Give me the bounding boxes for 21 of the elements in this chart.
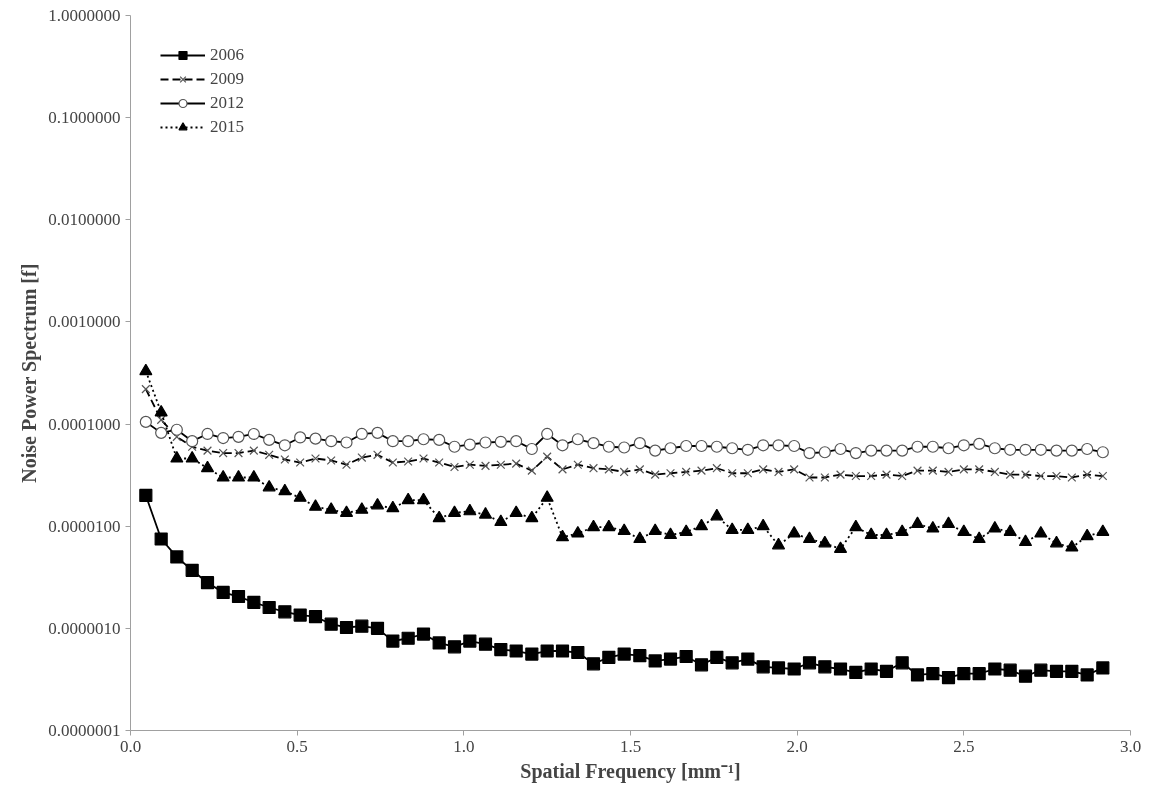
y-tick-label: 0.0100000	[48, 210, 121, 230]
y-tick-label: 0.0000100	[48, 516, 121, 536]
legend-label: 2006	[210, 45, 244, 65]
legend-label: 2012	[210, 93, 244, 113]
x-tick-label: 0.0	[119, 736, 142, 756]
x-tick-label: 1.0	[453, 736, 475, 756]
x-tick-label: 0.5	[286, 736, 308, 756]
y-tick-label: 1.0000000	[48, 6, 121, 25]
legend-label: 2015	[210, 117, 244, 137]
x-tick-label: 2.5	[953, 736, 975, 756]
x-tick-label: 3.0	[1119, 736, 1142, 756]
y-axis-title: Noise Power Spectrum [f]	[18, 263, 42, 483]
y-tick-label: 0.0010000	[48, 312, 121, 332]
x-axis-title: Spatial Frequency [mm⁻¹]	[520, 759, 741, 783]
y-tick-label: 0.0001000	[48, 414, 121, 434]
x-tick-label: 2.0	[786, 736, 808, 756]
y-tick-label: 0.0000001	[48, 721, 121, 740]
legend-label: 2009	[210, 69, 244, 89]
x-tick-label: 1.5	[619, 736, 642, 756]
y-tick-label: 0.1000000	[48, 108, 121, 128]
y-tick-label: 0.0000010	[48, 618, 121, 638]
